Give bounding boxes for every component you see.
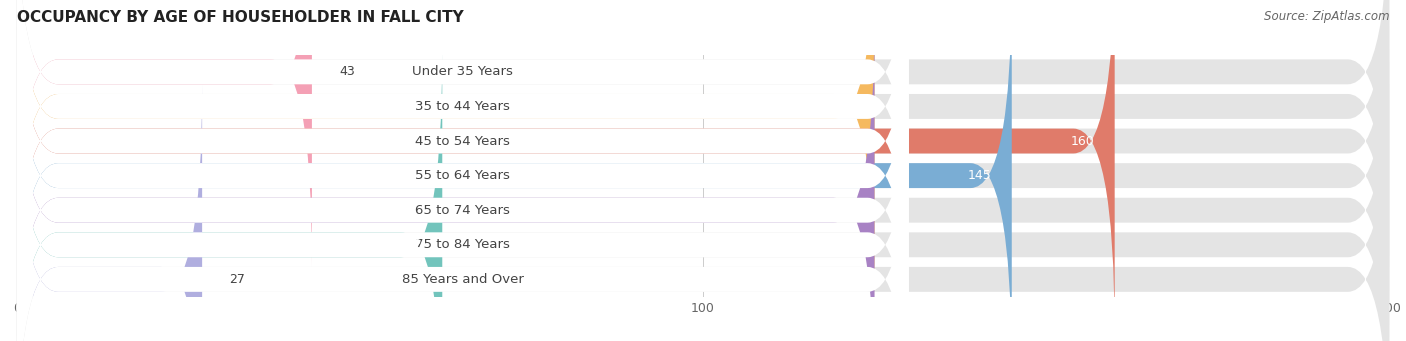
Text: 160: 160 [1070,135,1094,148]
Text: 43: 43 [339,65,356,78]
FancyBboxPatch shape [17,0,1012,341]
FancyBboxPatch shape [17,50,443,341]
FancyBboxPatch shape [17,0,908,267]
FancyBboxPatch shape [17,0,1389,267]
Text: OCCUPANCY BY AGE OF HOUSEHOLDER IN FALL CITY: OCCUPANCY BY AGE OF HOUSEHOLDER IN FALL … [17,10,464,25]
FancyBboxPatch shape [17,15,1389,341]
FancyBboxPatch shape [17,0,908,341]
FancyBboxPatch shape [17,0,1389,341]
Text: 62: 62 [406,238,422,251]
FancyBboxPatch shape [17,15,875,341]
FancyBboxPatch shape [17,0,875,301]
FancyBboxPatch shape [17,84,908,341]
Text: Under 35 Years: Under 35 Years [412,65,513,78]
Text: 27: 27 [229,273,246,286]
Text: 45 to 54 Years: 45 to 54 Years [415,135,510,148]
Text: 75 to 84 Years: 75 to 84 Years [415,238,510,251]
Text: 35 to 44 Years: 35 to 44 Years [415,100,510,113]
FancyBboxPatch shape [17,84,202,341]
Text: 55 to 64 Years: 55 to 64 Years [415,169,510,182]
Text: 125: 125 [830,204,853,217]
FancyBboxPatch shape [17,50,1389,341]
FancyBboxPatch shape [17,0,908,336]
FancyBboxPatch shape [17,0,1115,336]
FancyBboxPatch shape [17,0,312,267]
Text: 125: 125 [830,100,853,113]
Text: 145: 145 [967,169,991,182]
Text: 65 to 74 Years: 65 to 74 Years [415,204,510,217]
Text: 85 Years and Over: 85 Years and Over [402,273,524,286]
Text: Source: ZipAtlas.com: Source: ZipAtlas.com [1264,10,1389,23]
FancyBboxPatch shape [17,15,908,341]
FancyBboxPatch shape [17,0,1389,336]
FancyBboxPatch shape [17,0,1389,301]
FancyBboxPatch shape [17,84,1389,341]
FancyBboxPatch shape [17,0,908,301]
FancyBboxPatch shape [17,50,908,341]
